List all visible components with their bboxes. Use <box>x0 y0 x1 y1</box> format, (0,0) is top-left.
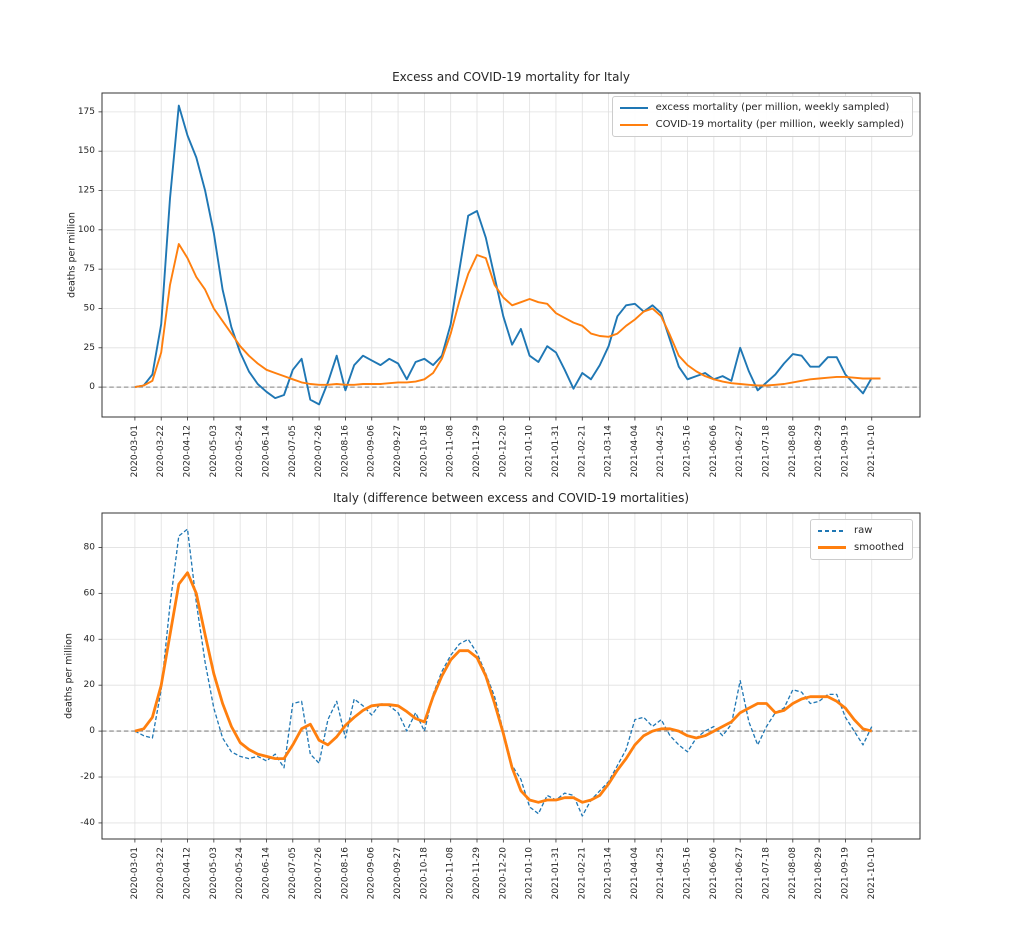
y-tick-label: 125 <box>78 186 95 196</box>
raw-line-sample <box>818 530 847 533</box>
x-tick-label: 2021-09-19 <box>840 425 850 478</box>
x-tick-label: 2020-11-08 <box>446 847 456 900</box>
x-tick-label: 2021-02-21 <box>577 425 587 477</box>
x-tick-label: 2020-11-29 <box>472 425 482 478</box>
y-tick-label: 60 <box>84 588 96 598</box>
x-tick-label: 2021-08-08 <box>788 425 798 478</box>
x-tick-label: 2021-04-25 <box>656 425 666 477</box>
x-tick-label: 2021-06-06 <box>709 425 719 478</box>
x-tick-label: 2020-09-06 <box>367 847 377 900</box>
x-tick-label: 2021-01-10 <box>525 425 535 478</box>
y-tick-label: 20 <box>84 680 96 690</box>
x-tick-label: 2020-05-03 <box>209 847 219 899</box>
x-tick-label: 2021-04-04 <box>630 847 640 900</box>
x-tick-label: 2021-04-04 <box>630 425 640 478</box>
x-tick-label: 2020-07-26 <box>314 425 324 478</box>
x-tick-label: 2021-07-18 <box>761 425 771 478</box>
x-tick-label: 2020-09-27 <box>393 425 403 477</box>
x-tick-label: 2021-07-18 <box>761 847 771 900</box>
x-tick-label: 2021-10-10 <box>867 425 877 478</box>
x-tick-label: 2020-11-29 <box>472 847 482 900</box>
x-tick-label: 2020-03-01 <box>130 847 140 899</box>
x-tick-label: 2021-04-25 <box>656 847 666 899</box>
x-tick-label: 2021-01-31 <box>551 847 561 899</box>
x-tick-label: 2020-03-22 <box>156 847 166 899</box>
x-tick-label: 2020-04-12 <box>183 425 193 477</box>
x-tick-label: 2021-08-08 <box>788 847 798 900</box>
y-tick-label: 0 <box>89 382 95 392</box>
x-tick-label: 2021-03-14 <box>604 425 614 478</box>
top-chart-title: Excess and COVID-19 mortality for Italy <box>392 70 630 84</box>
legend-row: raw <box>818 525 904 538</box>
x-tick-label: 2020-08-16 <box>340 425 350 478</box>
x-tick-label: 2021-03-14 <box>604 847 614 900</box>
y-tick-label: 175 <box>78 107 95 117</box>
x-tick-label: 2020-11-08 <box>446 425 456 478</box>
series-line-0 <box>134 528 873 817</box>
x-tick-label: 2020-07-05 <box>288 425 298 477</box>
x-tick-label: 2020-06-14 <box>261 847 271 900</box>
x-tick-label: 2020-07-26 <box>314 847 324 900</box>
x-tick-label: 2021-06-27 <box>735 847 745 899</box>
top-chart-legend: excess mortality (per million, weekly sa… <box>611 96 913 137</box>
x-tick-label: 2020-03-22 <box>156 425 166 477</box>
x-tick-label: 2020-03-01 <box>130 425 140 477</box>
x-tick-label: 2021-01-10 <box>525 847 535 900</box>
y-tick-label: 25 <box>84 343 95 353</box>
y-tick-label: 40 <box>84 634 96 644</box>
y-tick-label: 50 <box>84 303 96 313</box>
legend-label-excess: excess mortality (per million, weekly sa… <box>655 102 890 113</box>
y-tick-label: -40 <box>80 818 95 828</box>
x-tick-label: 2020-09-06 <box>367 425 377 478</box>
bottom-chart-title: Italy (difference between excess and COV… <box>332 491 690 505</box>
legend-label-covid: COVID-19 mortality (per million, weekly … <box>655 118 904 130</box>
x-tick-label: 2021-08-29 <box>814 425 824 478</box>
x-tick-label: 2020-06-14 <box>261 425 271 478</box>
x-tick-label: 2020-10-18 <box>419 425 429 478</box>
legend-row: smoothed <box>818 542 904 555</box>
x-tick-label: 2020-12-20 <box>498 847 508 900</box>
x-tick-label: 2020-10-18 <box>419 847 429 900</box>
legend-row: excess mortality (per million, weekly sa… <box>619 102 904 115</box>
x-tick-label: 2020-05-03 <box>209 425 219 477</box>
x-tick-label: 2021-10-10 <box>867 847 877 900</box>
x-tick-label: 2020-04-12 <box>183 847 193 899</box>
x-tick-label: 2021-01-31 <box>551 425 561 477</box>
x-tick-label: 2020-08-16 <box>340 847 350 900</box>
x-tick-label: 2021-09-19 <box>840 847 850 900</box>
legend-label-raw: raw <box>854 525 873 536</box>
x-tick-label: 2021-06-06 <box>709 847 719 900</box>
x-tick-label: 2020-05-24 <box>235 425 245 478</box>
x-tick-label: 2020-07-05 <box>288 847 298 899</box>
legend-row: COVID-19 mortality (per million, weekly … <box>619 118 904 132</box>
bottom-chart-legend: raw smoothed <box>810 519 913 560</box>
excess-line-sample <box>619 107 648 110</box>
y-tick-label: 150 <box>78 146 95 156</box>
y-tick-label: 80 <box>84 542 96 552</box>
x-tick-label: 2021-06-27 <box>735 425 745 477</box>
legend-label-smoothed: smoothed <box>854 541 904 553</box>
x-tick-label: 2021-05-16 <box>683 425 693 478</box>
series-line-0 <box>134 104 873 406</box>
x-tick-label: 2021-05-16 <box>683 847 693 900</box>
covid-line-sample <box>619 123 648 126</box>
smoothed-line-sample <box>818 546 847 550</box>
plot-border <box>101 512 921 840</box>
x-tick-label: 2020-05-24 <box>235 847 245 900</box>
y-tick-label: 75 <box>84 264 95 274</box>
x-tick-label: 2020-09-27 <box>393 847 403 899</box>
series-line-1 <box>134 243 881 389</box>
series-line-1 <box>134 571 873 804</box>
top-chart-ylabel: deaths per million <box>66 212 78 298</box>
bottom-chart-ylabel: deaths per million <box>63 633 75 719</box>
y-tick-label: 100 <box>78 225 95 235</box>
x-tick-label: 2020-12-20 <box>498 425 508 478</box>
y-tick-label: 0 <box>89 726 95 736</box>
y-tick-label: -20 <box>80 772 95 782</box>
x-tick-label: 2021-02-21 <box>577 847 587 899</box>
plot-border <box>101 92 921 418</box>
x-tick-label: 2021-08-29 <box>814 847 824 900</box>
